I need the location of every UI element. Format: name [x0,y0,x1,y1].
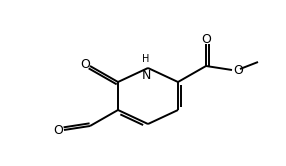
Text: O: O [233,64,243,77]
Text: N: N [141,69,151,82]
Text: O: O [201,33,211,45]
Text: O: O [53,124,63,136]
Text: O: O [80,57,90,71]
Text: H: H [142,54,150,64]
